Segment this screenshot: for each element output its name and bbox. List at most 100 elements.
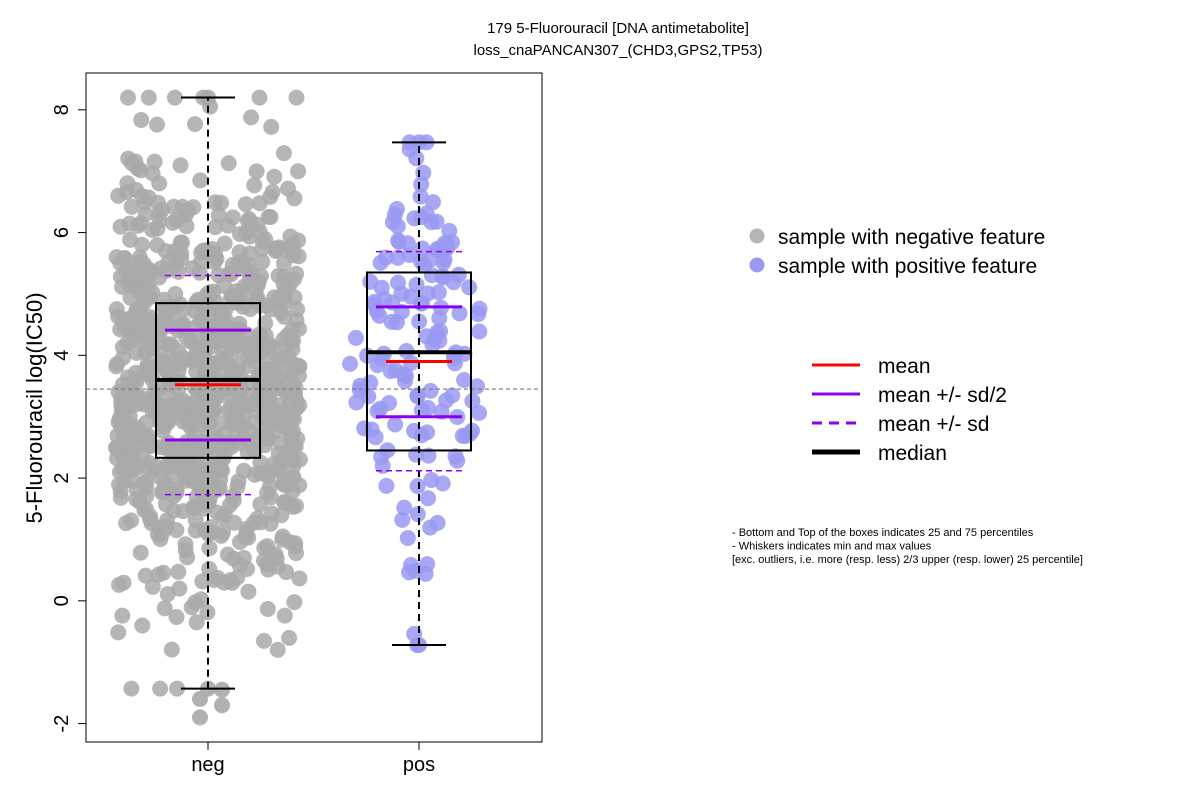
data-point <box>388 201 405 217</box>
data-point <box>423 472 440 488</box>
data-point <box>188 488 205 505</box>
data-point <box>256 632 272 649</box>
data-point <box>434 269 451 286</box>
data-point <box>158 262 175 279</box>
data-point <box>110 624 127 641</box>
data-point <box>348 394 365 411</box>
data-point <box>201 561 218 577</box>
data-point <box>471 323 488 340</box>
data-point <box>387 416 404 433</box>
data-point <box>413 402 430 419</box>
data-point <box>279 327 296 344</box>
data-point <box>166 243 183 259</box>
data-point <box>187 303 203 320</box>
data-point <box>369 403 386 420</box>
data-point <box>461 279 478 296</box>
data-point <box>237 196 254 213</box>
data-point <box>151 175 168 192</box>
data-point <box>280 412 297 429</box>
data-point <box>227 332 244 349</box>
data-point <box>411 313 428 330</box>
data-point <box>252 465 269 482</box>
data-point <box>158 439 175 456</box>
data-point <box>172 157 189 174</box>
data-point <box>119 334 136 351</box>
data-point <box>224 209 241 226</box>
data-point <box>212 316 229 333</box>
data-point <box>199 441 216 458</box>
data-point <box>232 369 249 386</box>
legend-point-marker <box>749 228 765 244</box>
data-point <box>243 109 260 126</box>
data-point <box>188 614 205 631</box>
data-point <box>245 514 262 531</box>
data-point <box>170 563 187 580</box>
data-point <box>342 355 358 372</box>
data-point <box>260 208 277 225</box>
legend-point-label: sample with negative feature <box>778 226 1045 249</box>
data-point <box>288 400 305 417</box>
data-point <box>262 188 279 205</box>
data-point <box>390 274 406 291</box>
data-point <box>154 405 171 422</box>
data-point <box>123 512 140 529</box>
data-point <box>409 506 426 523</box>
data-point <box>276 607 293 624</box>
data-point <box>166 356 183 373</box>
data-point <box>231 292 248 309</box>
data-point <box>422 251 439 268</box>
data-point <box>374 457 391 474</box>
data-point <box>122 289 139 306</box>
data-point <box>210 353 227 370</box>
data-point <box>408 446 425 463</box>
data-point <box>137 567 154 584</box>
data-point <box>290 358 307 374</box>
data-point <box>413 209 430 226</box>
data-point <box>180 396 197 413</box>
data-point <box>456 372 473 388</box>
outlier-point <box>192 709 208 726</box>
data-point <box>131 270 148 287</box>
data-point <box>115 574 132 591</box>
data-point <box>164 214 181 231</box>
data-point <box>289 301 306 318</box>
data-point <box>254 253 271 270</box>
data-point <box>419 556 436 573</box>
outlier-point <box>192 691 208 707</box>
data-point <box>132 215 149 232</box>
data-point <box>134 617 151 634</box>
outlier-point <box>214 697 230 714</box>
data-point <box>207 194 224 211</box>
data-point <box>115 461 132 478</box>
data-point <box>128 181 144 198</box>
data-point <box>210 207 227 223</box>
note-text: [exc. outliers, i.e. more (resp. less) 2… <box>732 554 1083 566</box>
chart-title: 179 5-Fluorouracil [DNA antimetabolite] <box>487 20 749 37</box>
data-point <box>251 89 268 106</box>
point-group-pos <box>342 134 488 653</box>
point-group-neg <box>108 89 308 726</box>
data-point <box>471 404 487 421</box>
data-point <box>146 153 163 170</box>
data-point <box>399 530 416 546</box>
data-point <box>203 525 219 541</box>
data-point <box>215 524 231 541</box>
data-point <box>220 155 237 172</box>
data-point <box>137 283 154 299</box>
data-point <box>373 350 390 367</box>
data-point <box>193 244 210 261</box>
data-point <box>415 164 432 181</box>
data-point <box>275 145 292 162</box>
x-tick-label: pos <box>403 754 435 776</box>
data-point <box>435 254 452 271</box>
note-text: - Bottom and Top of the boxes indicates … <box>732 527 1034 539</box>
data-point <box>259 378 276 395</box>
data-point <box>164 468 181 485</box>
data-point <box>439 240 456 257</box>
data-point <box>276 308 293 325</box>
data-point <box>108 301 125 318</box>
data-point <box>284 469 300 486</box>
data-point <box>408 150 425 167</box>
data-point <box>276 294 293 310</box>
data-point <box>198 355 215 372</box>
